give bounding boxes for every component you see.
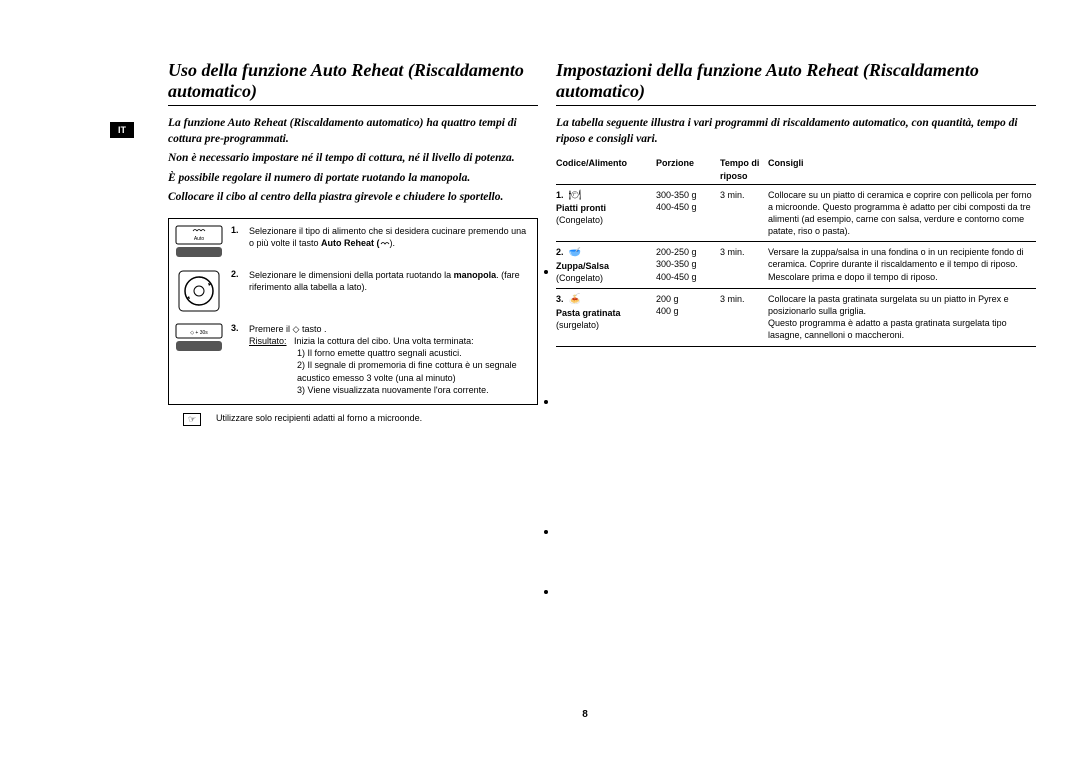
step-row: ◇ + 30s 3. Premere il ◇ tasto . Risultat… xyxy=(175,323,531,396)
page-number: 8 xyxy=(120,709,1050,720)
rule xyxy=(168,105,538,106)
table-row: 2. 🥣Zuppa/Salsa(Congelato)200-250 g300-3… xyxy=(556,242,1036,289)
left-intro: La funzione Auto Reheat (Riscaldamento a… xyxy=(168,116,538,206)
s1-post: ). xyxy=(390,238,396,248)
step-text: Selezionare il tipo di alimento che si d… xyxy=(249,225,531,249)
auto-button-icon: Auto xyxy=(175,225,223,259)
note-glyph: ☞ xyxy=(183,413,201,426)
language-tab: IT xyxy=(110,122,134,138)
right-intro: La tabella seguente illustra i vari prog… xyxy=(556,116,1036,147)
cell-code: 1. 🍽Piatti pronti(Congelato) xyxy=(556,184,656,242)
left-title: Uso della funzione Auto Reheat (Riscalda… xyxy=(168,60,538,101)
step-text: Selezionare le dimensioni della portata … xyxy=(249,269,531,293)
svg-text:◇ + 30s: ◇ + 30s xyxy=(190,330,208,336)
s3-post: tasto . xyxy=(299,324,326,334)
cell-time: 3 min. xyxy=(720,184,768,242)
result-label: Risultato: xyxy=(249,336,287,346)
s1-bold: Auto Reheat ( xyxy=(321,238,380,248)
rule xyxy=(556,105,1036,106)
cell-tips: Collocare la pasta gratinata surgelata s… xyxy=(768,289,1036,347)
th-time: Tempo di riposo xyxy=(720,155,768,184)
intro-line: La funzione Auto Reheat (Riscaldamento a… xyxy=(168,116,538,147)
cell-time: 3 min. xyxy=(720,289,768,347)
step-row: 2. Selezionare le dimensioni della porta… xyxy=(175,269,531,313)
right-intro-text: La tabella seguente illustra i vari prog… xyxy=(556,116,1036,147)
note-icon: ☞ xyxy=(168,413,216,426)
cell-code: 3. 🍝Pasta gratinata(surgelato) xyxy=(556,289,656,347)
step-row: Auto 1. Selezionare il tipo di alimento … xyxy=(175,225,531,259)
cell-portion: 200 g400 g xyxy=(656,289,720,347)
start-button-icon: ◇ + 30s xyxy=(175,323,223,353)
note-text: Utilizzare solo recipienti adatti al for… xyxy=(216,413,422,426)
table-row: 3. 🍝Pasta gratinata(surgelato)200 g400 g… xyxy=(556,289,1036,347)
right-column: Impostazioni della funzione Auto Reheat … xyxy=(556,60,1036,347)
svg-text:Auto: Auto xyxy=(194,236,205,242)
th-code: Codice/Alimento xyxy=(556,155,656,184)
th-portion: Porzione xyxy=(656,155,720,184)
settings-table: Codice/Alimento Porzione Tempo di riposo… xyxy=(556,155,1036,346)
dial-icon xyxy=(175,269,223,313)
cell-tips: Collocare su un piatto di ceramica e cop… xyxy=(768,184,1036,242)
column-divider xyxy=(544,210,548,610)
step-number: 1. xyxy=(231,225,249,235)
s3-pre: Premere il xyxy=(249,324,293,334)
s2-pre: Selezionare le dimensioni della portata … xyxy=(249,270,454,280)
intro-line: È possibile regolare il numero di portat… xyxy=(168,171,538,187)
cell-portion: 300-350 g400-450 g xyxy=(656,184,720,242)
cell-time: 3 min. xyxy=(720,242,768,289)
s2-bold: manopola xyxy=(454,270,497,280)
sub-item: 2) Il segnale di promemoria di fine cott… xyxy=(297,359,531,383)
intro-line: Collocare il cibo al centro della piastr… xyxy=(168,190,538,206)
procedure-panel: Auto 1. Selezionare il tipo di alimento … xyxy=(168,218,538,405)
right-title: Impostazioni della funzione Auto Reheat … xyxy=(556,60,1036,101)
step-text: Premere il ◇ tasto . Risultato: Inizia l… xyxy=(249,323,531,396)
sub-item: 1) Il forno emette quattro segnali acust… xyxy=(297,347,531,359)
table-row: 1. 🍽Piatti pronti(Congelato)300-350 g400… xyxy=(556,184,1036,242)
step-number: 3. xyxy=(231,323,249,333)
note-row: ☞ Utilizzare solo recipienti adatti al f… xyxy=(168,413,538,426)
manual-page: IT Uso della funzione Auto Reheat (Risca… xyxy=(120,60,1050,720)
th-tips: Consigli xyxy=(768,155,1036,184)
step-number: 2. xyxy=(231,269,249,279)
reheat-glyph-icon xyxy=(380,239,390,247)
sub-list: 1) Il forno emette quattro segnali acust… xyxy=(249,347,531,396)
cell-tips: Versare la zuppa/salsa in una fondina o … xyxy=(768,242,1036,289)
intro-line: Non è necessario impostare né il tempo d… xyxy=(168,151,538,167)
cell-code: 2. 🥣Zuppa/Salsa(Congelato) xyxy=(556,242,656,289)
cell-portion: 200-250 g300-350 g400-450 g xyxy=(656,242,720,289)
left-column: Uso della funzione Auto Reheat (Riscalda… xyxy=(168,60,538,426)
result-text: Inizia la cottura del cibo. Una volta te… xyxy=(294,336,474,346)
sub-item: 3) Viene visualizzata nuovamente l'ora c… xyxy=(297,384,531,396)
